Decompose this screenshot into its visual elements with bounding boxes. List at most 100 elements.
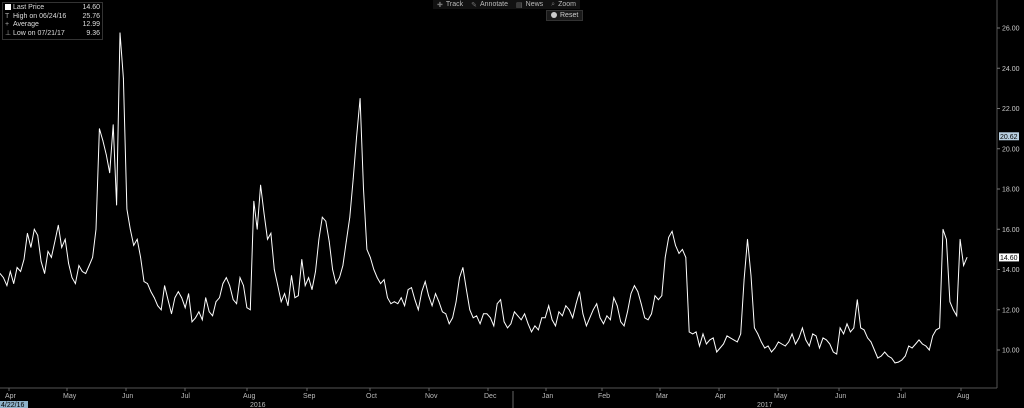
reset-icon	[551, 12, 557, 18]
reset-button[interactable]: Reset	[546, 10, 584, 21]
data-point	[102, 140, 104, 142]
data-point	[469, 309, 471, 311]
data-point	[452, 317, 453, 319]
data-point	[853, 327, 855, 329]
legend-high[interactable]: T High on 06/24/16 25.76	[5, 13, 100, 22]
data-point	[805, 339, 807, 341]
track-button[interactable]: ✚ Track	[437, 0, 463, 9]
high-marker-icon: T	[5, 12, 10, 20]
x-tick-label: Sep	[303, 393, 316, 400]
data-point	[874, 349, 875, 351]
data-point	[95, 228, 97, 230]
data-point	[112, 124, 114, 125]
annotate-label: Annotate	[480, 1, 509, 8]
data-point	[544, 317, 546, 319]
data-point	[493, 325, 495, 327]
legend-average[interactable]: + Average 12.99	[5, 21, 100, 30]
data-point	[695, 331, 697, 333]
data-point	[819, 347, 820, 349]
legend-high-label: High on 06/24/16	[13, 12, 67, 20]
data-point	[462, 267, 464, 268]
data-point	[442, 311, 443, 313]
data-point	[198, 311, 200, 313]
data-point	[606, 315, 608, 317]
data-point	[356, 136, 357, 138]
data-point	[582, 313, 584, 315]
x-tick-label: Aug	[957, 393, 970, 400]
data-point	[688, 331, 690, 333]
data-point	[280, 301, 282, 303]
data-point	[733, 339, 735, 341]
data-point	[884, 351, 886, 353]
legend-high-value: 25.76	[82, 12, 100, 20]
data-point	[812, 333, 814, 335]
data-point	[249, 309, 251, 311]
data-point	[668, 236, 670, 238]
data-point	[860, 327, 862, 329]
data-point	[321, 216, 323, 218]
data-point	[771, 351, 772, 353]
data-point	[764, 347, 766, 349]
data-point	[901, 359, 903, 361]
data-point	[195, 317, 196, 319]
data-point	[191, 321, 193, 323]
data-point	[6, 285, 8, 286]
data-point	[236, 303, 238, 305]
x-tick-label: Jan	[542, 393, 553, 400]
data-point	[133, 245, 135, 246]
data-point	[33, 228, 35, 230]
data-point	[143, 281, 145, 282]
data-point	[692, 333, 694, 335]
data-point	[747, 238, 748, 240]
data-point	[630, 293, 632, 294]
data-point	[832, 351, 834, 353]
data-point	[373, 269, 375, 270]
data-point	[658, 299, 659, 301]
data-point	[397, 303, 399, 305]
data-point	[3, 277, 4, 278]
news-button[interactable]: ▤ News	[516, 0, 543, 9]
data-point	[160, 309, 162, 311]
data-point	[541, 317, 543, 319]
data-point	[260, 184, 261, 186]
data-point	[651, 313, 652, 315]
data-point	[88, 265, 90, 266]
data-point	[592, 309, 594, 311]
data-point	[904, 355, 906, 357]
magnifier-icon: ⌕	[551, 0, 556, 8]
last-price-tag-text: 14.60	[1000, 255, 1018, 262]
date-tag-box	[0, 401, 28, 408]
data-point	[54, 240, 56, 242]
data-point	[109, 172, 111, 174]
data-point	[808, 345, 810, 347]
data-point	[850, 331, 851, 333]
value-tags: 20.62 14.60	[999, 132, 1019, 262]
data-point	[802, 327, 803, 329]
legend-low-label: Low on 07/21/17	[13, 29, 65, 37]
legend-last-price[interactable]: Last Price 14.60	[5, 4, 100, 13]
data-point	[754, 327, 755, 329]
data-point	[445, 313, 447, 315]
data-point	[634, 285, 635, 286]
legend-last-price-label: Last Price	[13, 4, 45, 11]
x-tick-label: May	[63, 393, 77, 400]
data-point	[908, 345, 910, 347]
data-point	[476, 315, 477, 317]
data-point	[966, 257, 968, 258]
data-point	[411, 287, 412, 288]
data-point	[531, 331, 532, 333]
legend-low[interactable]: ⊥ Low on 07/21/17 9.36	[5, 30, 100, 39]
zoom-button[interactable]: ⌕ Zoom	[551, 0, 576, 9]
pencil-icon: ✎	[471, 1, 477, 9]
annotate-button[interactable]: ✎ Annotate	[471, 0, 508, 9]
data-point	[479, 323, 481, 325]
data-point	[342, 265, 344, 266]
data-point	[575, 303, 577, 305]
data-point	[534, 325, 536, 327]
data-point	[726, 335, 728, 337]
data-point	[524, 313, 525, 315]
data-point	[315, 271, 316, 272]
data-point	[496, 303, 498, 305]
data-point	[232, 299, 234, 301]
